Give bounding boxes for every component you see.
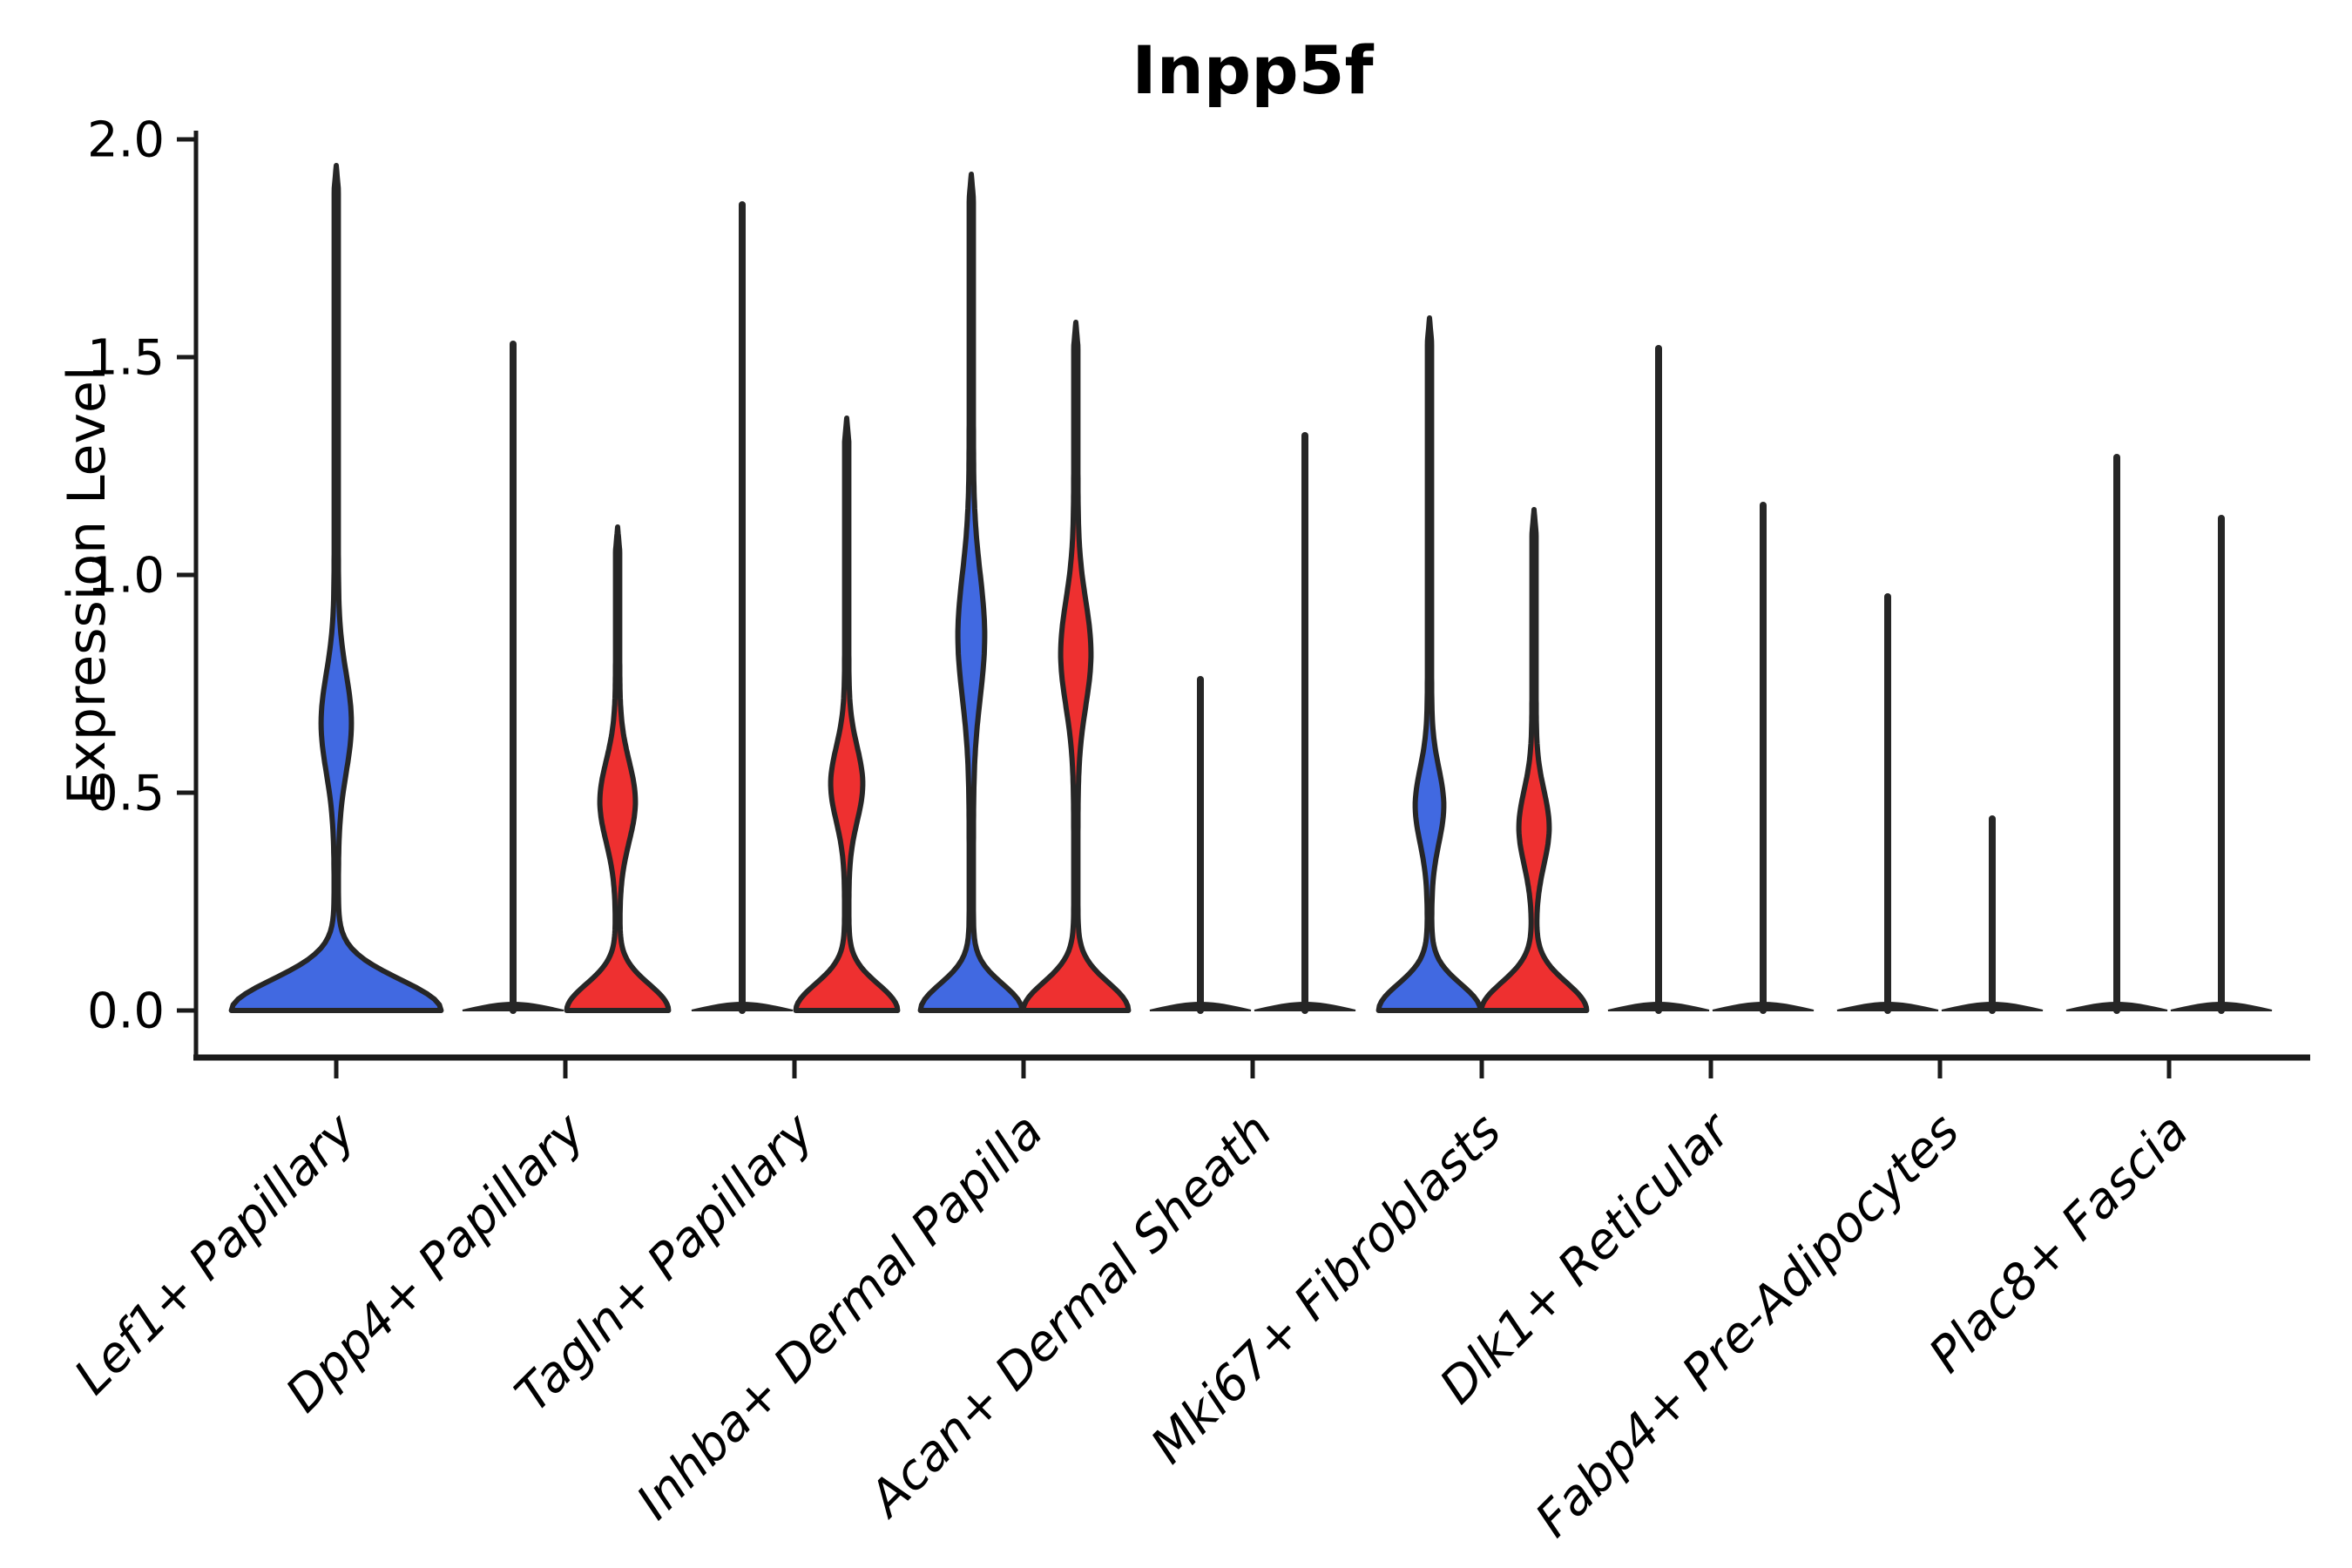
violin-dpp4-papillary-red	[564, 524, 672, 1013]
violin-mki67-fibroblasts-red	[1478, 507, 1590, 1013]
violin-inhba-dermal-papilla-blue	[917, 172, 1025, 1013]
violins-group	[228, 163, 2273, 1014]
y-tick-label: 1.0	[87, 548, 165, 605]
y-tick-label: 2.0	[87, 112, 165, 169]
plot-title: Inpp5f	[1132, 31, 1374, 109]
y-tick-label: 0.5	[87, 766, 165, 822]
y-axis-label: Expression Level	[57, 366, 118, 804]
violin-inhba-dermal-papilla-red	[1020, 320, 1132, 1013]
violin-tagln-papillary-red	[793, 416, 901, 1013]
y-tick-label: 1.5	[87, 330, 165, 387]
violin-lef1-papillary-blue	[228, 163, 444, 1013]
y-tick-label: 0.0	[87, 983, 165, 1040]
violin-mki67-fibroblasts-blue	[1375, 315, 1484, 1013]
